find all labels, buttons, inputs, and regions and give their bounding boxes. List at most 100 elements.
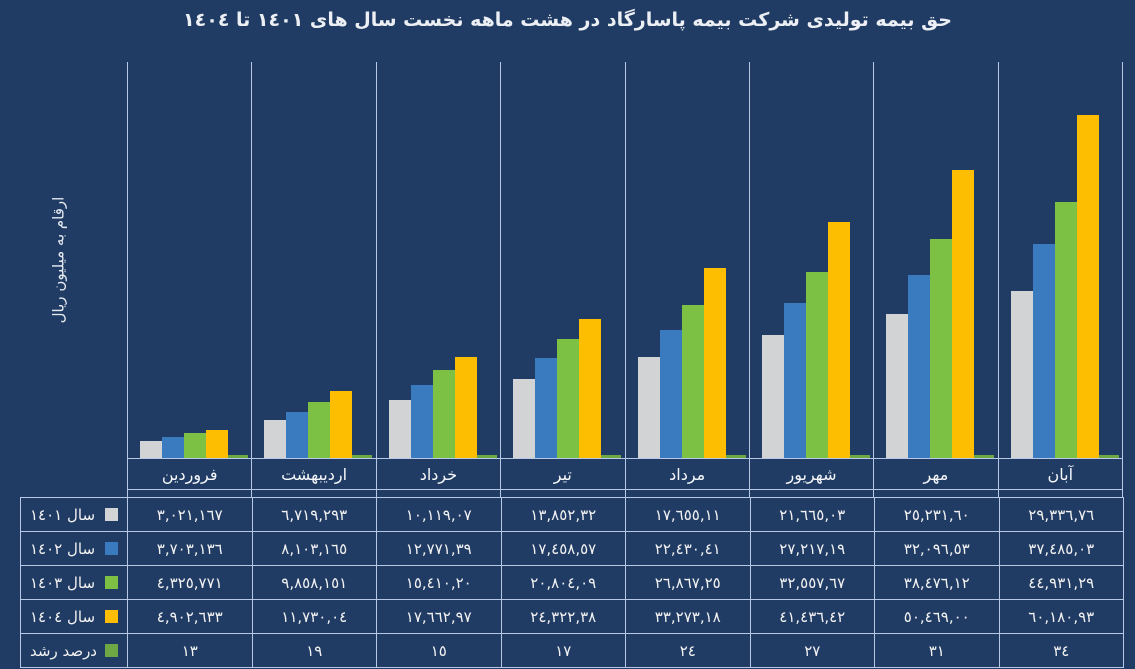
- value-cell: ٣٣,٢٧٣,١٨: [625, 599, 751, 634]
- value-cell: ٤,٣٢٥,٧٧١: [127, 565, 253, 600]
- bar-سال-١٤٠٣: [1054, 202, 1077, 458]
- bar-سال-١٤٠٢: [908, 275, 931, 458]
- gap-cell: [251, 490, 375, 497]
- bar-سال-١٤٠٤: [454, 357, 477, 458]
- bar-سال-١٤٠٢: [1032, 244, 1055, 458]
- row-label-cell: درصد رشد: [20, 633, 128, 668]
- bar-group-8: [997, 62, 1123, 458]
- row-label-cell: سال ١٤٠١: [20, 497, 128, 532]
- bar-group-1: [127, 62, 251, 458]
- y-axis-label-wrap: ارقام به میلیون ریال: [18, 120, 98, 400]
- bar-group-4: [500, 62, 624, 458]
- row-label: سال ١٤٠٣: [30, 573, 96, 592]
- bar-سال-١٤٠١: [513, 379, 536, 458]
- bar-سال-١٤٠٢: [659, 330, 682, 458]
- axis-table-gap-row: [127, 490, 1123, 497]
- legend-swatch: [105, 542, 118, 555]
- value-cell: ٢٥,٢٣١,٦٠: [874, 497, 1000, 532]
- bar-سال-١٤٠٢: [286, 412, 309, 458]
- growth-line-segment: [476, 455, 497, 458]
- bar-سال-١٤٠٣: [681, 305, 704, 458]
- table-row: سال ١٤٠٣ ٤,٣٢٥,٧٧١ ٩,٨٥٨,١٥١ ١٥,٤١٠,٢٠ ٢٠,٨٠…: [20, 565, 1124, 600]
- value-cell: ٢٤: [625, 633, 751, 668]
- bar-سال-١٤٠٤: [579, 319, 602, 458]
- bar-سال-١٤٠٤: [827, 222, 850, 458]
- value-cell: ٢١,٦٦٥,٠٣: [749, 497, 875, 532]
- value-cell: ٣٧,٤٨٥,٠٣: [998, 531, 1124, 566]
- month-label-8: آبان: [997, 459, 1123, 489]
- bar-سال-١٤٠١: [637, 357, 660, 458]
- plot-area: [127, 62, 1123, 458]
- value-cell: ٣٢,٥٥٧,٦٧: [749, 565, 875, 600]
- value-cell: ٩,٨٥٨,١٥١: [251, 565, 377, 600]
- value-cell: ٢٩,٣٣٦,٧٦: [998, 497, 1124, 532]
- data-table: سال ١٤٠١ ٣,٠٢١,١٦٧ ٦,٧١٩,٢٩٣ ١٠,١١٩,٠٧ ١٣,٨٥…: [20, 497, 1124, 668]
- bar-سال-١٤٠٣: [930, 239, 953, 458]
- bar-سال-١٤٠١: [886, 314, 909, 458]
- row-label-cell: سال ١٤٠٣: [20, 565, 128, 600]
- gap-cell: [748, 490, 873, 497]
- growth-line-segment: [1098, 455, 1119, 458]
- bar-سال-١٤٠٣: [805, 272, 828, 458]
- month-label-6: شهریور: [748, 459, 873, 489]
- value-cell: ١٢,٧٧١,٣٩: [376, 531, 502, 566]
- growth-line-segment: [974, 455, 995, 458]
- bar-سال-١٤٠٢: [162, 437, 184, 458]
- bar-سال-١٤٠٤: [206, 430, 228, 458]
- month-label-5: مرداد: [624, 459, 749, 489]
- bar-group-5: [624, 62, 749, 458]
- value-cell: ٦٠,١٨٠,٩٣: [998, 599, 1124, 634]
- value-cell: ٤١,٤٣٦,٤٢: [749, 599, 875, 634]
- gap-cell: [873, 490, 997, 497]
- row-label: سال ١٤٠٤: [30, 607, 96, 626]
- gap-cell: [997, 490, 1123, 497]
- value-cell: ١٧,٦٥٥,١١: [625, 497, 751, 532]
- value-cell: ١٣: [127, 633, 253, 668]
- value-cell: ٥٠,٤٦٩,٠٠: [874, 599, 1000, 634]
- bar-سال-١٤٠١: [140, 441, 162, 458]
- bar-group-7: [873, 62, 997, 458]
- table-row: سال ١٤٠١ ٣,٠٢١,١٦٧ ٦,٧١٩,٢٩٣ ١٠,١١٩,٠٧ ١٣,٨٥…: [20, 497, 1124, 532]
- month-label-7: مهر: [873, 459, 997, 489]
- legend-swatch: [105, 576, 118, 589]
- bar-سال-١٤٠٤: [952, 170, 975, 458]
- value-cell: ٣٨,٤٧٦,١٢: [874, 565, 1000, 600]
- value-cell: ١٧,٤٥٨,٥٧: [500, 531, 626, 566]
- bar-سال-١٤٠١: [264, 420, 287, 458]
- growth-line-segment: [601, 455, 622, 458]
- value-cell: ٣,٧٠٣,١٣٦: [127, 531, 253, 566]
- value-cell: ١١,٧٣٠,٠٤: [251, 599, 377, 634]
- value-cell: ٦,٧١٩,٢٩٣: [251, 497, 377, 532]
- month-label-1: فروردین: [127, 459, 251, 489]
- growth-line-segment: [352, 455, 373, 458]
- bar-سال-١٤٠١: [1010, 291, 1033, 458]
- bar-سال-١٤٠٣: [557, 339, 580, 458]
- legend-swatch: [105, 644, 118, 657]
- bar-سال-١٤٠٢: [410, 385, 433, 458]
- month-axis-row: فروردین اردیبهشت خرداد تیر مرداد شهریور مهر آبا…: [127, 458, 1123, 490]
- legend-swatch: [105, 610, 118, 623]
- gap-cell: [127, 490, 251, 497]
- bar-سال-١٤٠٣: [432, 370, 455, 458]
- row-label: درصد رشد: [30, 641, 97, 660]
- value-cell: ١٠,١١٩,٠٧: [376, 497, 502, 532]
- value-cell: ١٥,٤١٠,٢٠: [376, 565, 502, 600]
- value-cell: ١٧,٦٦٢,٩٧: [376, 599, 502, 634]
- month-label-2: اردیبهشت: [251, 459, 375, 489]
- value-cell: ٢٧: [749, 633, 875, 668]
- value-cell: ٣١: [874, 633, 1000, 668]
- bar-سال-١٤٠٤: [703, 268, 726, 458]
- bar-سال-١٤٠٣: [184, 433, 206, 458]
- value-cell: ٣٤: [998, 633, 1124, 668]
- bar-group-3: [375, 62, 500, 458]
- bar-سال-١٤٠١: [388, 400, 411, 458]
- value-cell: ٣٢,٠٩٦,٥٣: [874, 531, 1000, 566]
- growth-line-segment: [725, 455, 746, 458]
- row-label: سال ١٤٠١: [30, 505, 96, 524]
- growth-line-segment: [849, 455, 870, 458]
- value-cell: ١٧: [500, 633, 626, 668]
- row-label-cell: سال ١٤٠٢: [20, 531, 128, 566]
- row-label: سال ١٤٠٢: [30, 539, 96, 558]
- gap-cell: [500, 490, 624, 497]
